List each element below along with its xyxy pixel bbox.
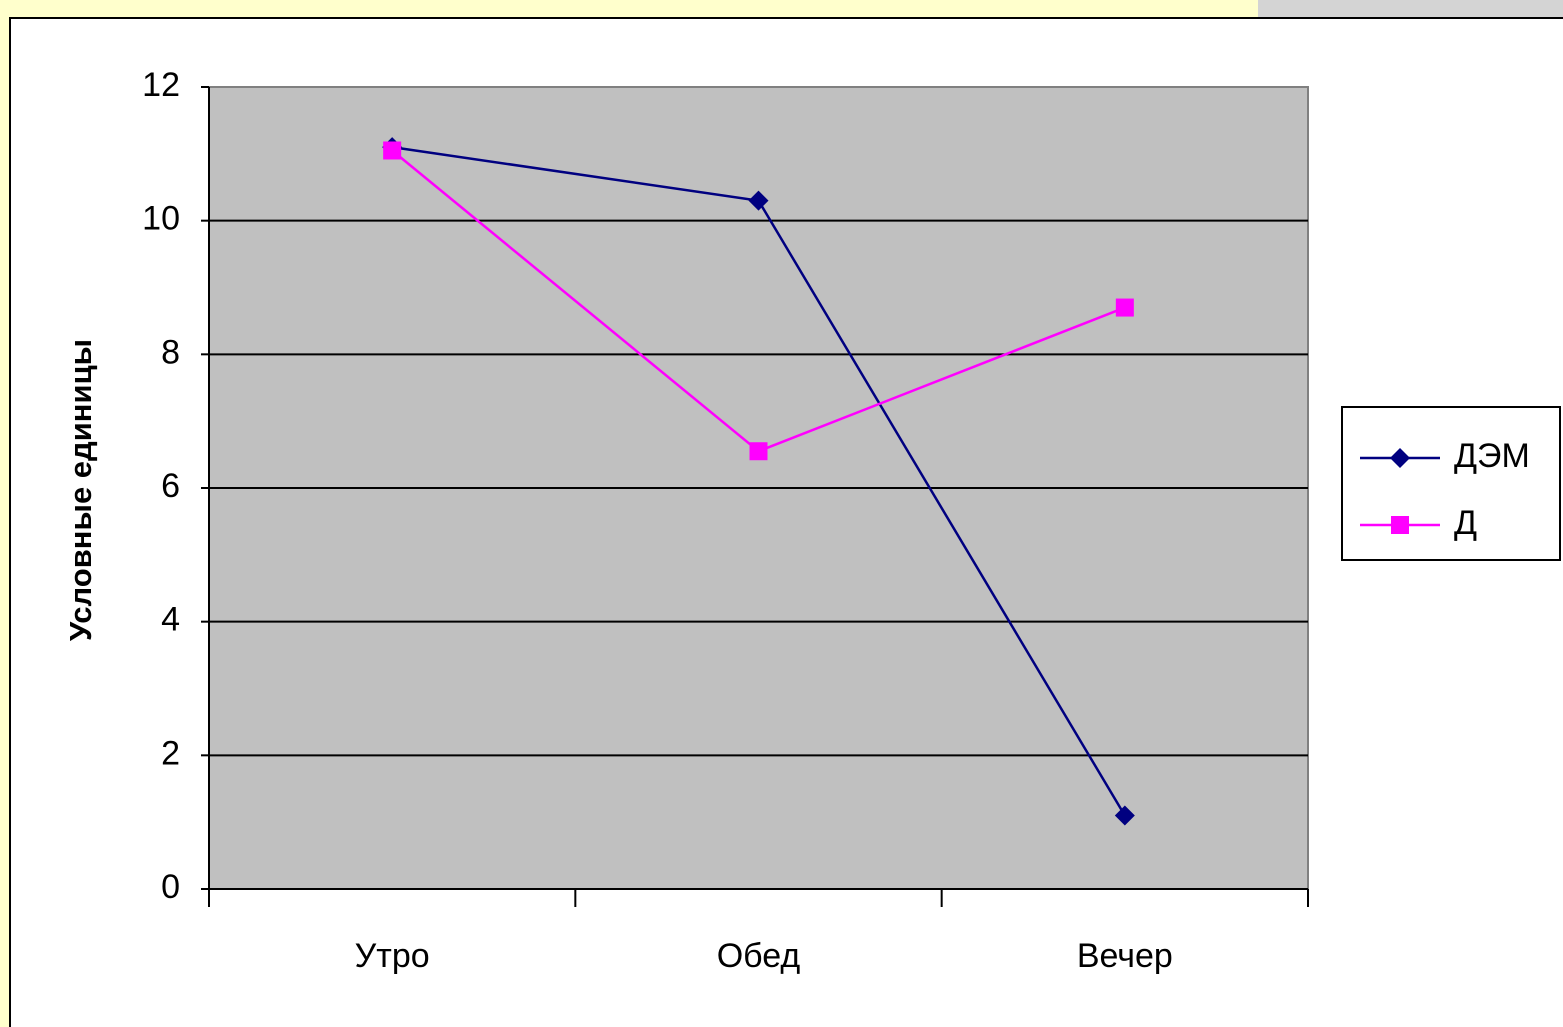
y-tick-label: 6 xyxy=(161,467,180,505)
y-tick-label: 0 xyxy=(161,868,180,906)
data-point xyxy=(749,442,768,461)
x-tick-label: Вечер xyxy=(1077,937,1173,975)
corner-panel xyxy=(1258,0,1563,18)
y-tick-label: 12 xyxy=(142,66,180,104)
y-tick-label: 8 xyxy=(161,333,180,371)
x-tick-label: Утро xyxy=(355,937,430,975)
legend-label: Д xyxy=(1454,504,1477,542)
x-tick-label: Обед xyxy=(717,937,801,975)
data-point xyxy=(383,141,402,160)
data-point xyxy=(1115,298,1134,317)
legend-marker xyxy=(1391,516,1409,534)
y-axis-label: Условные единицы xyxy=(63,339,98,641)
y-tick-label: 10 xyxy=(142,200,180,238)
legend xyxy=(1341,406,1561,561)
data-point xyxy=(1114,805,1135,826)
data-point xyxy=(748,190,769,211)
legend-marker xyxy=(1390,448,1410,468)
legend-label: ДЭМ xyxy=(1454,437,1530,475)
y-tick-label: 2 xyxy=(161,734,180,772)
y-tick-label: 4 xyxy=(161,601,180,639)
